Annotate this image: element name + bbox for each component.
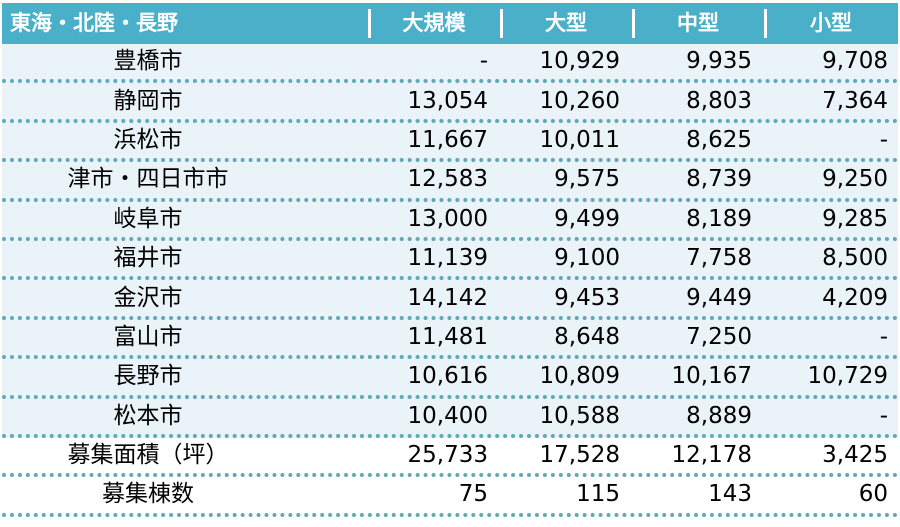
cell-large-scale: 13,054: [407, 87, 488, 114]
cell-large-scale: 12,583: [407, 166, 488, 193]
cell-small: -: [879, 402, 888, 429]
cell-large: 115: [576, 481, 620, 508]
cell-medium: 9,935: [686, 48, 752, 75]
cell-small: -: [879, 323, 888, 350]
table-row: 富山市 11,481 8,648 7,250 -: [2, 319, 898, 360]
cell-medium: 9,449: [686, 284, 752, 311]
cell-large: 10,260: [539, 87, 620, 114]
rent-table: 東海・北陸・長野 大規模 大型 中型 小型 豊橋市 - 10,929 9,935…: [2, 3, 898, 517]
cell-large-scale: 75: [458, 481, 488, 508]
cell-large: 10,011: [539, 126, 620, 153]
row-city: 福井市: [113, 245, 183, 272]
row-city: 長野市: [113, 363, 183, 390]
cell-medium: 7,250: [686, 323, 752, 350]
cell-large: 8,648: [554, 323, 620, 350]
cell-medium: 143: [708, 481, 752, 508]
row-city: 松本市: [113, 402, 183, 429]
cell-small: 9,708: [822, 48, 888, 75]
header-large-scale: 大規模: [368, 3, 500, 44]
cell-large: 9,100: [554, 245, 620, 272]
cell-large-scale: -: [479, 48, 488, 75]
cell-large-scale: 14,142: [407, 284, 488, 311]
table-row: 津市・四日市市 12,583 9,575 8,739 9,250: [2, 162, 898, 202]
cell-small: -: [879, 126, 888, 153]
header-small: 小型: [764, 3, 898, 44]
cell-large-scale: 13,000: [407, 205, 488, 232]
cell-medium: 8,189: [686, 205, 752, 232]
row-city: 浜松市: [113, 126, 183, 153]
cell-medium: 8,739: [686, 166, 752, 193]
cell-medium: 10,167: [671, 363, 752, 390]
cell-small: 9,285: [822, 205, 888, 232]
row-city: 岐阜市: [113, 205, 183, 232]
cell-small: 8,500: [822, 245, 888, 272]
cell-small: 4,209: [822, 284, 888, 311]
table-row: 浜松市 11,667 10,011 8,625 -: [2, 122, 898, 163]
cell-small: 7,364: [822, 87, 888, 114]
table-row-total-area: 募集面積（坪） 25,733 17,528 12,178 3,425: [2, 438, 898, 478]
cell-medium: 8,889: [686, 402, 752, 429]
cell-large-scale: 10,616: [407, 363, 488, 390]
cell-small: 3,425: [822, 442, 888, 469]
row-label: 募集棟数: [102, 481, 194, 508]
table-row: 金沢市 14,142 9,453 9,449 4,209: [2, 280, 898, 320]
cell-large: 10,809: [539, 363, 620, 390]
cell-small: 10,729: [807, 363, 888, 390]
cell-large-scale: 25,733: [407, 442, 488, 469]
cell-large-scale: 11,667: [407, 126, 488, 153]
cell-large: 9,453: [554, 284, 620, 311]
cell-large: 10,929: [539, 48, 620, 75]
cell-small: 60: [858, 481, 888, 508]
table-row: 静岡市 13,054 10,260 8,803 7,364: [2, 83, 898, 123]
table-row: 長野市 10,616 10,809 10,167 10,729: [2, 359, 898, 399]
cell-medium: 7,758: [686, 245, 752, 272]
row-label: 募集面積（坪）: [67, 442, 229, 469]
header-region: 東海・北陸・長野: [10, 11, 178, 35]
cell-large: 10,588: [539, 402, 620, 429]
header-medium: 中型: [632, 3, 764, 44]
cell-medium: 8,803: [686, 87, 752, 114]
cell-small: 9,250: [822, 166, 888, 193]
cell-large: 17,528: [539, 442, 620, 469]
cell-large: 9,575: [554, 166, 620, 193]
table-row: 岐阜市 13,000 9,499 8,189 9,285: [2, 201, 898, 241]
table-row: 豊橋市 - 10,929 9,935 9,708: [2, 44, 898, 84]
cell-medium: 12,178: [671, 442, 752, 469]
row-city: 静岡市: [113, 87, 183, 114]
cell-large-scale: 11,481: [407, 323, 488, 350]
header-large: 大型: [500, 3, 632, 44]
cell-large: 9,499: [554, 205, 620, 232]
cell-large-scale: 10,400: [407, 402, 488, 429]
cell-large-scale: 11,139: [407, 245, 488, 272]
row-city: 津市・四日市市: [67, 166, 229, 193]
table-row: 松本市 10,400 10,588 8,889 -: [2, 398, 898, 438]
table-row: 福井市 11,139 9,100 7,758 8,500: [2, 240, 898, 281]
cell-medium: 8,625: [686, 126, 752, 153]
table-row-building-count: 募集棟数 75 115 143 60: [2, 477, 898, 517]
row-city: 金沢市: [113, 284, 183, 311]
row-city: 富山市: [113, 323, 183, 350]
table-header: 東海・北陸・長野 大規模 大型 中型 小型: [2, 3, 898, 44]
row-city: 豊橋市: [113, 48, 183, 75]
